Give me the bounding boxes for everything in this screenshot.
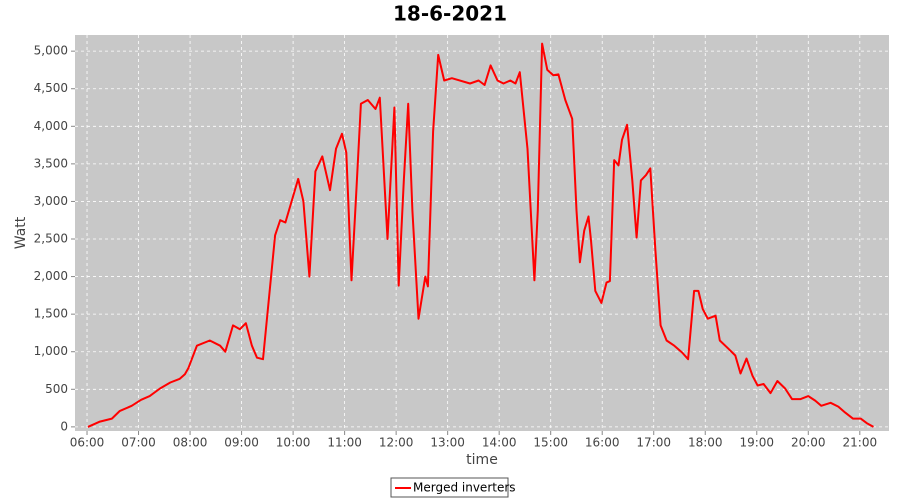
y-tick-label: 1,500 bbox=[34, 307, 68, 321]
x-tick-label: 17:00 bbox=[636, 436, 671, 450]
y-tick-label: 1,000 bbox=[34, 344, 68, 358]
chart-title: 18-6-2021 bbox=[393, 2, 507, 26]
plot-area bbox=[75, 35, 889, 431]
x-tick-label: 18:00 bbox=[688, 436, 723, 450]
x-tick-label: 13:00 bbox=[430, 436, 465, 450]
x-tick-label: 09:00 bbox=[224, 436, 259, 450]
y-tick-label: 3,000 bbox=[34, 194, 68, 208]
legend-label: Merged inverters bbox=[413, 481, 516, 495]
y-tick-label: 0 bbox=[60, 419, 68, 433]
legend-box bbox=[390, 477, 509, 498]
y-tick-label: 4,500 bbox=[34, 81, 68, 95]
x-tick-label: 21:00 bbox=[843, 436, 878, 450]
x-tick-label: 20:00 bbox=[791, 436, 826, 450]
x-tick-label: 07:00 bbox=[121, 436, 156, 450]
y-tick-label: 4,000 bbox=[34, 119, 68, 133]
line bbox=[87, 42, 874, 428]
y-axis-label: Watt bbox=[13, 216, 29, 249]
y-tick-label: 3,500 bbox=[34, 156, 68, 170]
x-tick-label: 14:00 bbox=[482, 436, 517, 450]
x-tick-label: 10:00 bbox=[276, 436, 311, 450]
y-tick-label: 2,500 bbox=[34, 232, 68, 246]
x-tick-label: 08:00 bbox=[173, 436, 208, 450]
x-tick-label: 19:00 bbox=[739, 436, 774, 450]
x-tick-label: 12:00 bbox=[379, 436, 414, 450]
y-tick-label: 2,000 bbox=[34, 269, 68, 283]
x-tick-label: 15:00 bbox=[533, 436, 568, 450]
x-tick-label: 11:00 bbox=[327, 436, 362, 450]
x-tick-label: 16:00 bbox=[585, 436, 620, 450]
y-tick-label: 500 bbox=[45, 382, 68, 396]
y-tick-label: 5,000 bbox=[34, 44, 68, 58]
x-tick-label: 06:00 bbox=[70, 436, 105, 450]
x-axis-label: time bbox=[466, 452, 498, 468]
